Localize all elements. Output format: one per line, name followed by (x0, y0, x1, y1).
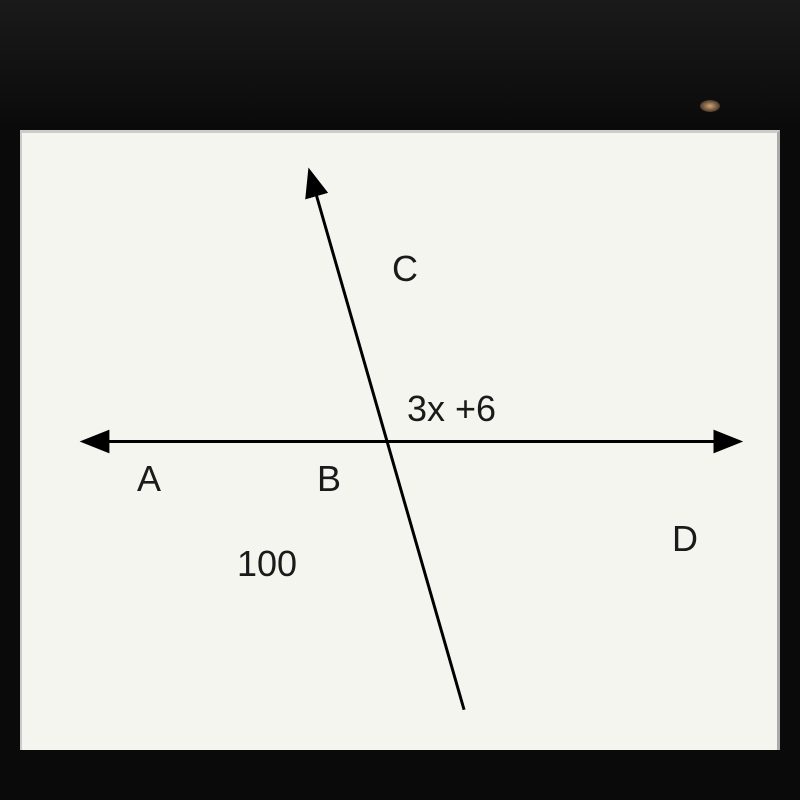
diagram-container: C 3x +6 A B D 100 (20, 130, 780, 750)
point-label-d: D (672, 518, 698, 560)
angle-label-cbd: 3x +6 (407, 388, 496, 430)
point-label-c: C (392, 248, 418, 290)
point-label-a: A (137, 458, 161, 500)
angle-label-100: 100 (237, 543, 297, 585)
point-label-b: B (317, 458, 341, 500)
notification-dot (700, 100, 720, 112)
window-top-bar (0, 0, 800, 130)
geometry-diagram-svg (22, 133, 777, 750)
